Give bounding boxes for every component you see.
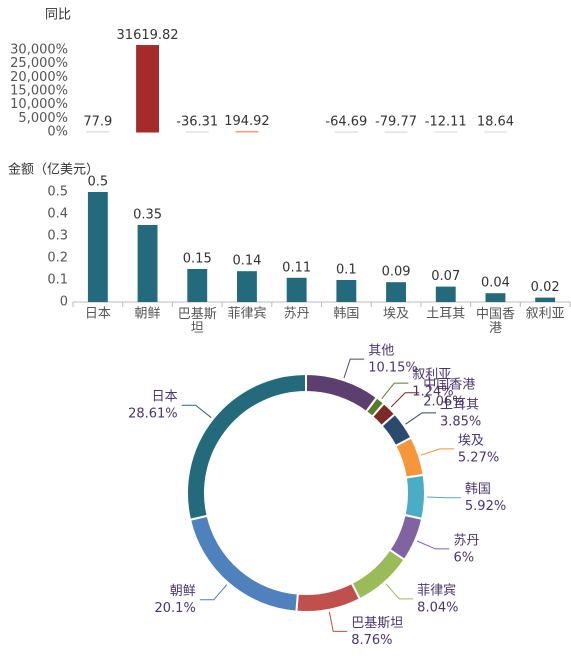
leader-line [390, 392, 420, 408]
x-tick-label: 韩国 [333, 307, 359, 322]
y-axis-label: 金额（亿美元） [8, 162, 99, 178]
value-label: -64.69 [325, 115, 367, 130]
y-tick-label: 30,000% [10, 42, 68, 57]
x-tick-label: 埃及 [383, 307, 409, 322]
y-tick-label: 0.5 [47, 185, 68, 200]
donut-segment [403, 473, 426, 521]
value-label: -36.31 [176, 115, 218, 130]
slice-label: 埃及 [458, 433, 484, 448]
slice-label: 菲律宾 [417, 582, 456, 598]
slice-value-label: 2.06% [423, 394, 464, 409]
value-label: 0.11 [282, 260, 311, 275]
bar [136, 45, 159, 133]
x-tick-label: 土耳其 [426, 307, 465, 322]
bar [235, 130, 259, 133]
bar [187, 269, 208, 302]
slice-label: 其他 [368, 344, 394, 359]
bar [286, 277, 307, 302]
value-label: 0.1 [336, 263, 357, 278]
slice-label: 土耳其 [440, 397, 479, 412]
leader-line [416, 540, 450, 550]
bar [237, 271, 257, 302]
value-label: 0.04 [481, 276, 510, 291]
y-tick-label: 0.1 [47, 273, 68, 288]
y-tick-label: 10,000% [10, 97, 68, 112]
slice-label: 日本 [152, 390, 178, 405]
slice-value-label: 1.24% [412, 385, 453, 400]
bar [386, 282, 406, 302]
value-label: 0.07 [431, 269, 460, 284]
leader-line [343, 358, 365, 379]
y-axis-label: 同比 [45, 8, 71, 23]
y-tick-label: 0 [60, 295, 68, 310]
x-tick-label: 日本 [85, 307, 111, 322]
donut-segment [394, 436, 425, 479]
slice-value-label: 28.61% [128, 407, 178, 422]
x-tick-label: 巴基斯坦 [178, 307, 217, 336]
value-label: 0.14 [232, 254, 261, 269]
y-tick-label: 5,000% [18, 111, 68, 126]
value-label: 194.92 [224, 114, 270, 129]
leader-line [328, 611, 348, 632]
slice-value-label: 10.15% [368, 361, 418, 376]
y-tick-label: 0.3 [47, 229, 68, 244]
slice-label: 韩国 [465, 482, 491, 497]
x-tick-label: 苏丹 [284, 306, 310, 322]
value-label: 0.02 [531, 280, 560, 295]
leader-line [181, 404, 212, 419]
slice-label: 苏丹 [453, 532, 479, 548]
value-label: 0.35 [133, 208, 162, 223]
donut-segment [295, 581, 362, 613]
slice-label: 叙利亚 [412, 368, 451, 383]
slice-value-label: 3.85% [440, 414, 481, 429]
slice-value-label: 8.76% [351, 633, 392, 648]
bar [336, 280, 357, 302]
slice-value-label: 8.04% [417, 600, 458, 615]
x-tick-label: 中国香港 [476, 307, 515, 336]
leader-line [381, 382, 409, 399]
bar [535, 297, 556, 302]
slice-label: 中国香港 [423, 377, 475, 392]
value-label: 0.5 [88, 175, 109, 190]
slice-label: 巴基斯坦 [351, 616, 403, 631]
value-label: -79.77 [375, 115, 417, 130]
leader-line [426, 496, 461, 499]
donut-segment [188, 514, 299, 613]
x-tick-label: 叙利亚 [526, 307, 565, 322]
y-tick-label: 15,000% [10, 83, 68, 98]
donut-segment [350, 548, 406, 601]
value-label: 18.64 [477, 114, 514, 129]
y-tick-label: 20,000% [10, 70, 68, 85]
value-label: -12.11 [425, 115, 467, 130]
leader-line [420, 448, 454, 456]
value-label: 0.15 [183, 252, 212, 267]
y-tick-label: 0% [47, 125, 68, 140]
slice-label: 朝鲜 [170, 584, 196, 599]
value-label: 0.09 [382, 265, 411, 280]
y-tick-label: 25,000% [10, 56, 68, 71]
slice-value-label: 6% [453, 550, 474, 565]
y-tick-label: 0.4 [47, 207, 68, 222]
slice-value-label: 20.1% [155, 601, 196, 616]
bar [87, 192, 108, 302]
leader-line [405, 412, 436, 425]
value-label: 31619.82 [117, 28, 179, 43]
value-label: 77.9 [83, 114, 112, 129]
bar [435, 286, 456, 302]
donut-segment [186, 372, 307, 521]
y-tick-label: 0.2 [47, 251, 68, 266]
leader-line [199, 584, 228, 601]
slice-value-label: 5.27% [458, 450, 499, 465]
x-tick-label: 朝鲜 [135, 307, 161, 322]
bar [137, 225, 158, 302]
slice-value-label: 5.92% [465, 499, 506, 514]
bar [485, 293, 506, 302]
x-tick-label: 菲律宾 [227, 306, 266, 322]
donut-segment [305, 372, 379, 414]
leader-line [385, 583, 414, 600]
